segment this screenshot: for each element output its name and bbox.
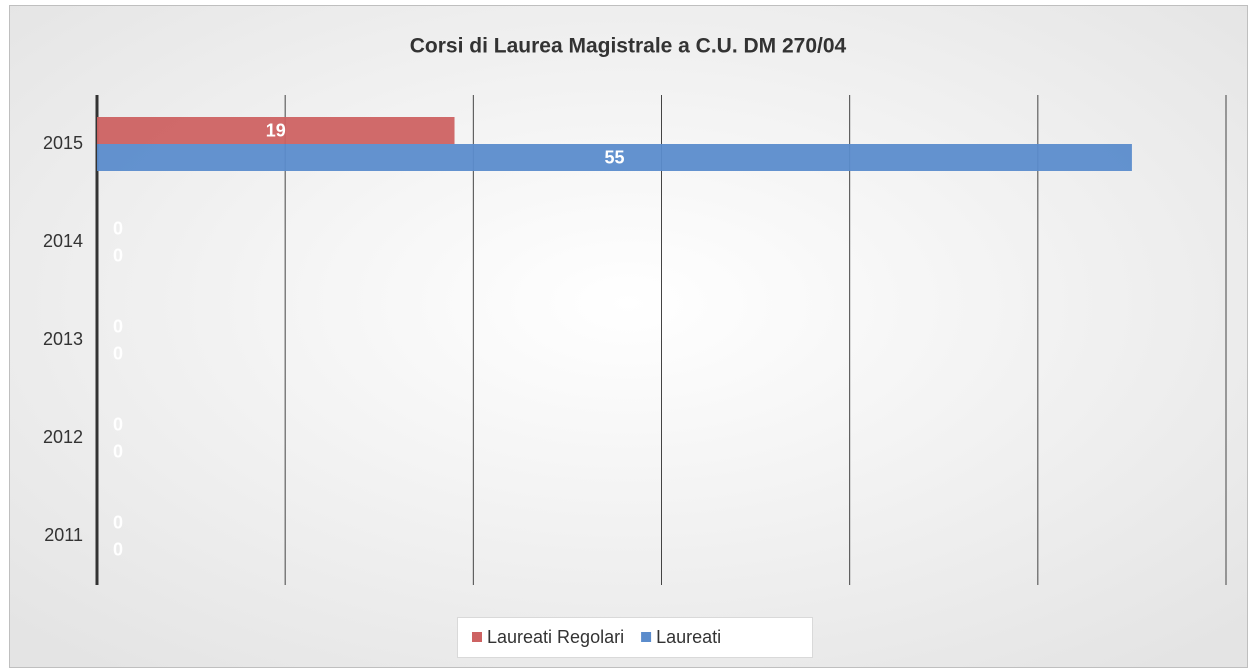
bar — [97, 144, 1132, 171]
legend-label: Laureati Regolari — [487, 627, 624, 647]
data-label: 0 — [113, 218, 123, 238]
y-tick-label: 2013 — [43, 329, 83, 349]
data-label: 0 — [113, 343, 123, 363]
legend-swatch — [641, 632, 652, 642]
y-tick-label: 2011 — [44, 525, 83, 545]
y-tick-label: 2014 — [43, 231, 83, 251]
y-tick-label: 2012 — [43, 427, 83, 447]
data-label: 0 — [113, 512, 123, 532]
data-label: 19 — [266, 120, 286, 140]
y-tick-label: 2015 — [43, 133, 83, 153]
legend-box — [457, 617, 813, 658]
data-label: 55 — [604, 147, 624, 167]
data-label: 0 — [113, 245, 123, 265]
data-label: 0 — [113, 441, 123, 461]
data-label: 0 — [113, 414, 123, 434]
legend-swatch — [472, 632, 482, 642]
chart-title: Corsi di Laurea Magistrale a C.U. DM 270… — [410, 35, 847, 58]
bar — [97, 117, 455, 144]
legend-label: Laureati — [656, 627, 721, 647]
data-label: 0 — [113, 316, 123, 336]
data-label: 0 — [113, 539, 123, 559]
chart-frame — [9, 5, 1248, 668]
